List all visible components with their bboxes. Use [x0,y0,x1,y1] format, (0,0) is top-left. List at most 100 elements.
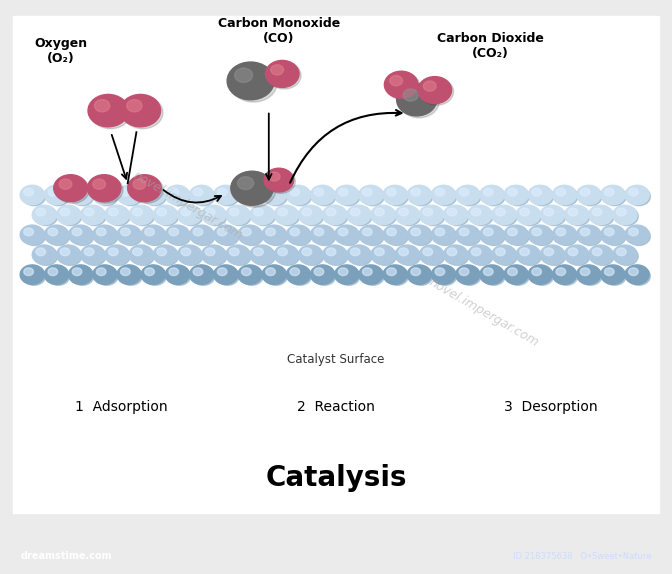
Circle shape [603,227,626,246]
Circle shape [177,205,202,224]
Circle shape [310,225,335,245]
Circle shape [177,245,202,265]
Circle shape [362,267,384,285]
Circle shape [93,185,117,205]
Circle shape [456,185,480,205]
Circle shape [528,265,552,284]
Circle shape [265,227,288,246]
Circle shape [403,89,418,101]
Circle shape [435,188,445,196]
Circle shape [192,187,215,205]
Circle shape [625,185,649,205]
Circle shape [507,228,517,236]
Circle shape [458,187,481,205]
Circle shape [601,185,625,205]
Circle shape [286,225,310,245]
Circle shape [532,188,542,196]
Circle shape [91,96,131,129]
Circle shape [144,187,167,205]
Circle shape [217,268,227,276]
Circle shape [84,248,94,255]
Circle shape [335,225,359,245]
Circle shape [591,207,614,226]
Circle shape [528,225,552,245]
Circle shape [32,205,56,224]
Circle shape [289,227,312,246]
Circle shape [117,185,141,205]
Text: novel.impergar.com: novel.impergar.com [131,168,245,242]
Circle shape [418,76,452,103]
Circle shape [555,227,578,246]
Circle shape [20,185,44,205]
Circle shape [265,188,276,196]
Circle shape [444,245,468,265]
Circle shape [337,267,360,285]
Circle shape [407,185,431,205]
Circle shape [507,187,530,205]
Circle shape [431,185,456,205]
Circle shape [193,228,203,236]
Circle shape [214,265,238,284]
Circle shape [422,247,445,265]
Circle shape [157,208,167,216]
Circle shape [60,248,70,255]
Circle shape [56,176,89,203]
Circle shape [616,208,626,216]
Circle shape [96,188,106,196]
Circle shape [95,227,118,246]
Circle shape [434,227,457,246]
Circle shape [265,228,276,236]
Circle shape [362,188,372,196]
Circle shape [129,245,153,265]
Circle shape [144,188,155,196]
Circle shape [407,265,431,284]
Circle shape [483,268,493,276]
Circle shape [482,267,505,285]
Circle shape [314,228,324,236]
Circle shape [471,208,481,216]
Circle shape [217,188,227,196]
Circle shape [286,185,310,205]
Text: 1  Adsorption: 1 Adsorption [75,401,167,414]
Circle shape [374,247,396,265]
Circle shape [47,267,70,285]
Circle shape [628,228,638,236]
Circle shape [313,227,336,246]
Circle shape [338,268,348,276]
Text: ID 218375638   O•Sweet•Nature: ID 218375638 O•Sweet•Nature [513,552,652,561]
Circle shape [374,208,384,216]
Circle shape [230,64,277,102]
Circle shape [371,245,395,265]
Circle shape [468,245,492,265]
Circle shape [568,208,578,216]
Circle shape [395,245,419,265]
Text: Catalyst Surface: Catalyst Surface [288,354,384,366]
Circle shape [96,268,106,276]
Circle shape [165,225,190,245]
Circle shape [495,207,517,226]
Circle shape [310,185,335,205]
Circle shape [202,205,226,224]
Circle shape [278,248,288,255]
Circle shape [383,185,407,205]
Circle shape [132,207,155,226]
Circle shape [59,179,72,189]
Circle shape [274,245,298,265]
Circle shape [48,228,58,236]
Circle shape [434,267,457,285]
Circle shape [202,245,226,265]
Circle shape [601,265,625,284]
Circle shape [504,225,528,245]
Circle shape [374,207,396,226]
Circle shape [564,205,589,224]
Circle shape [262,185,286,205]
Circle shape [422,207,445,226]
Circle shape [398,208,409,216]
Circle shape [531,267,554,285]
Circle shape [193,268,203,276]
Circle shape [580,188,590,196]
Circle shape [231,171,273,205]
Circle shape [193,188,203,196]
Text: Carbon Monoxide
(CO): Carbon Monoxide (CO) [218,17,340,45]
Circle shape [564,245,589,265]
